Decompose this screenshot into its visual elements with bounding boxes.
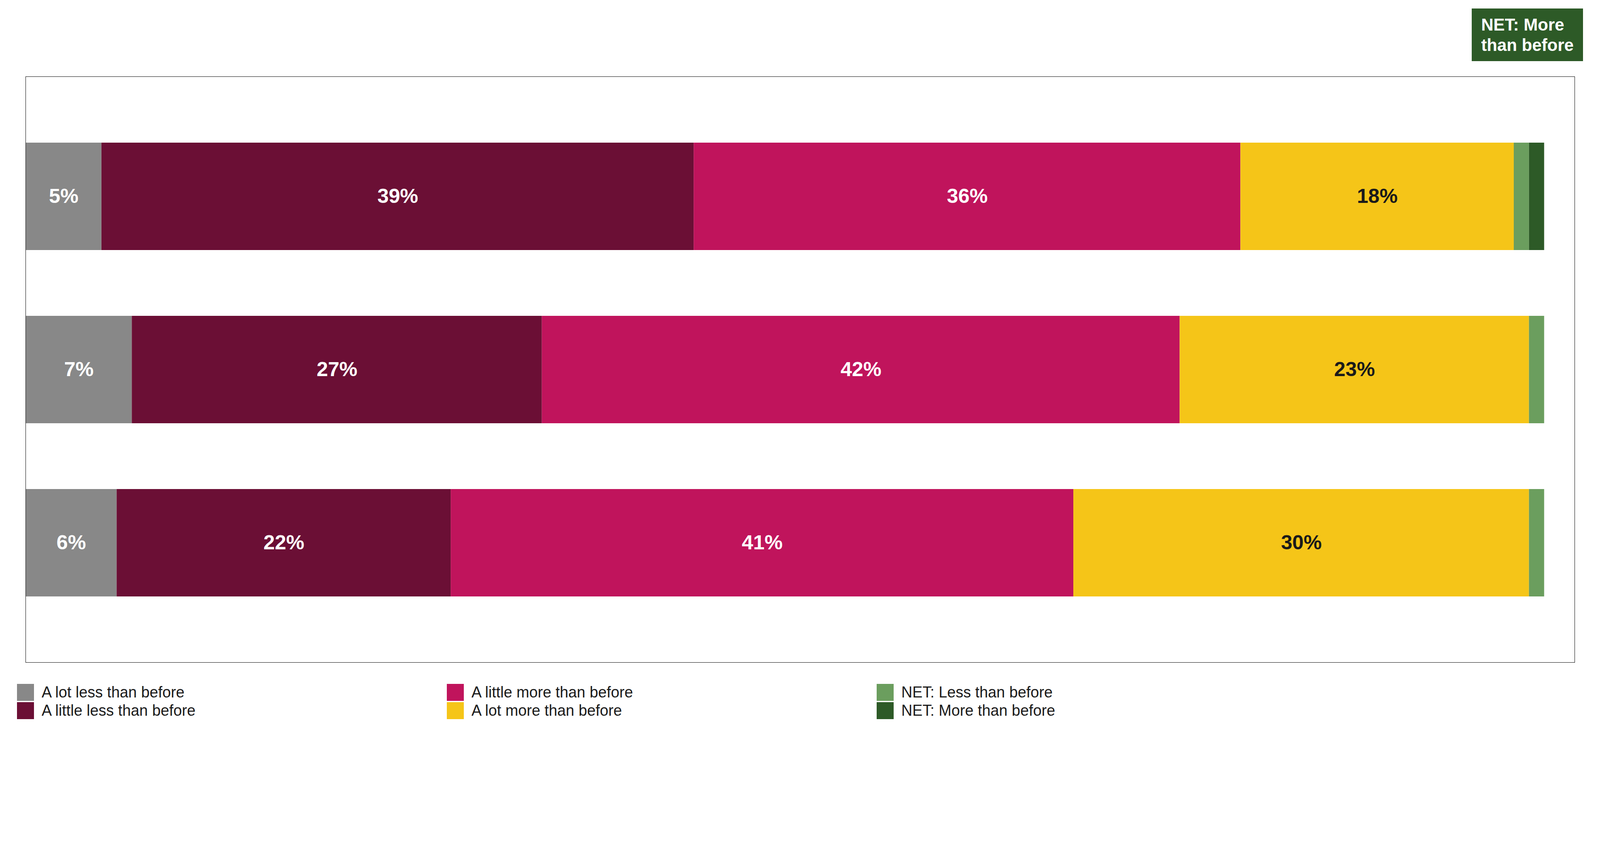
svg-text:42%: 42% — [840, 358, 882, 381]
svg-text:36%: 36% — [946, 184, 988, 208]
svg-text:27%: 27% — [316, 358, 358, 381]
svg-text:41%: 41% — [742, 531, 783, 554]
html-text:NET: Less than before: NET: Less than before — [901, 683, 1053, 702]
svg-text:7%: 7% — [64, 358, 94, 381]
svg-text:18%: 18% — [1357, 184, 1398, 208]
html-text:NET: More than before: NET: More than before — [901, 702, 1056, 720]
svg-text:39%: 39% — [377, 184, 418, 208]
html-text:A little less than before: A little less than before — [41, 702, 196, 720]
html-text:NET: More than before: NET: More than before — [1481, 15, 1574, 55]
svg-text:6%: 6% — [56, 531, 86, 554]
svg-text:5%: 5% — [48, 184, 79, 208]
html-text:A lot less than before: A lot less than before — [41, 683, 185, 702]
svg-text:30%: 30% — [1281, 531, 1322, 554]
svg-text:22%: 22% — [263, 531, 305, 554]
svg-text:23%: 23% — [1334, 358, 1375, 381]
html-text:A lot more than before: A lot more than before — [471, 702, 622, 720]
html-text:A little more than before: A little more than before — [471, 683, 633, 702]
